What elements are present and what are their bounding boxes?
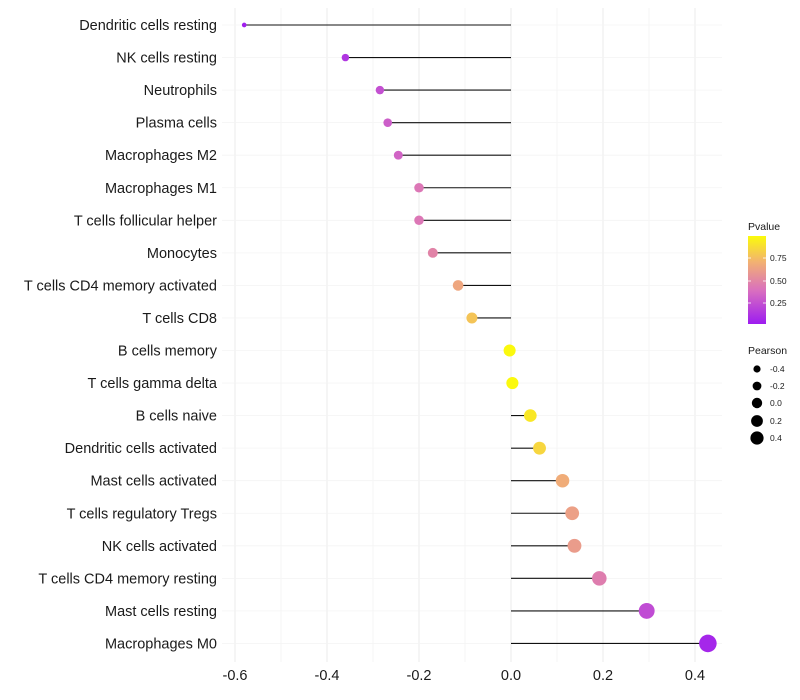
category-label: Mast cells resting (105, 604, 217, 620)
category-label: Macrophages M2 (105, 148, 217, 164)
category-label: NK cells resting (116, 51, 217, 67)
pearson-legend-label: -0.4 (770, 364, 785, 374)
lollipop-point (555, 473, 570, 488)
category-label: T cells follicular helper (74, 213, 217, 229)
category-label: NK cells activated (102, 539, 217, 555)
pvalue-legend-title: Pvalue (748, 221, 780, 233)
pearson-legend-label: -0.2 (770, 381, 785, 391)
pearson-legend-dot (753, 365, 761, 373)
lollipop-point (567, 538, 582, 553)
x-tick-label: 0.2 (593, 668, 613, 684)
category-label: Monocytes (147, 246, 217, 262)
pvalue-gradient-bar (748, 236, 766, 324)
category-label: T cells regulatory Tregs (67, 506, 217, 522)
category-label: T cells CD4 memory activated (24, 278, 217, 294)
category-label: B cells memory (118, 344, 218, 360)
pearson-legend-label: 0.4 (770, 433, 782, 443)
lollipop-point (341, 53, 350, 62)
pearson-legend-label: 0.2 (770, 416, 782, 426)
lollipop-point (452, 280, 464, 291)
pvalue-legend-label-050: 0.50 (770, 276, 787, 286)
category-label: Dendritic cells resting (79, 18, 217, 34)
category-label: T cells CD4 memory resting (38, 571, 217, 587)
category-label: Neutrophils (144, 83, 217, 99)
lollipop-point (533, 441, 546, 455)
lollipop-point (506, 376, 519, 390)
pvalue-color-legend: Pvalue 0.75 0.50 0.25 (748, 221, 787, 324)
pearson-legend-dot (751, 397, 763, 409)
category-label: Dendritic cells activated (65, 441, 217, 457)
pearson-legend-dot (752, 381, 762, 391)
lollipop-point (524, 409, 537, 422)
x-tick-label: -0.2 (407, 668, 432, 684)
category-label: Plasma cells (136, 116, 217, 132)
lollipop-point (375, 85, 385, 95)
category-labels: Dendritic cells resting NK cells resting N… (24, 18, 218, 652)
category-label: B cells naive (136, 409, 217, 425)
x-tick-label: 0.0 (501, 668, 521, 684)
category-label: T cells gamma delta (88, 376, 218, 392)
category-label: Macrophages M0 (105, 636, 217, 652)
lollipop-point (414, 182, 424, 193)
x-tick-label: -0.6 (223, 668, 248, 684)
category-label: T cells CD8 (142, 311, 217, 327)
x-tick-label: -0.4 (315, 668, 340, 684)
pearson-legend-dot (750, 431, 764, 445)
x-axis-tick-labels: -0.6 -0.4 -0.2 0.0 0.2 0.4 (223, 668, 706, 684)
lollipop-point (699, 634, 717, 653)
pvalue-legend-label-025: 0.25 (770, 298, 787, 308)
lollipop-point (466, 312, 478, 324)
lollipop-point (565, 506, 580, 521)
lollipop-point (638, 602, 655, 619)
category-label: Macrophages M1 (105, 181, 217, 197)
grid-lines (222, 8, 722, 662)
pearson-size-legend: Pearson -0.4 -0.2 0.0 0.2 0.4 (748, 345, 787, 445)
pearson-legend-dot (751, 415, 763, 427)
pearson-legend-label: 0.0 (770, 398, 782, 408)
lollipop-points (241, 22, 717, 653)
lollipop-point (427, 247, 438, 258)
lollipop-point (414, 215, 424, 226)
lollipop-point (592, 571, 607, 586)
category-label: Mast cells activated (90, 474, 217, 490)
lollipop-point (383, 118, 393, 127)
lollipop-point (503, 344, 516, 357)
x-tick-label: 0.4 (685, 668, 705, 684)
lollipop-point (241, 22, 247, 28)
lollipop-stems (244, 24, 708, 645)
pvalue-legend-label-075: 0.75 (770, 253, 787, 263)
pearson-legend-title: Pearson (748, 345, 787, 357)
lollipop-point (393, 150, 403, 160)
